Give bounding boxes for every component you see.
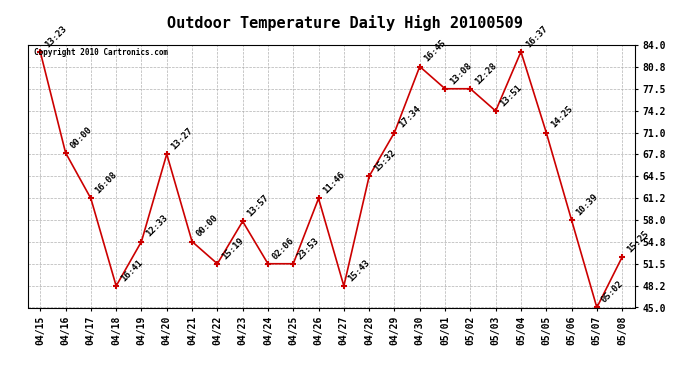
Text: Outdoor Temperature Daily High 20100509: Outdoor Temperature Daily High 20100509 bbox=[167, 15, 523, 31]
Text: 16:45: 16:45 bbox=[422, 38, 448, 64]
Text: 13:23: 13:23 bbox=[43, 24, 68, 49]
Text: 15:19: 15:19 bbox=[220, 236, 246, 261]
Text: 15:25: 15:25 bbox=[625, 229, 650, 254]
Text: 13:27: 13:27 bbox=[170, 126, 195, 151]
Text: 13:08: 13:08 bbox=[448, 61, 473, 86]
Text: 00:00: 00:00 bbox=[68, 124, 94, 150]
Text: 16:37: 16:37 bbox=[524, 24, 549, 49]
Text: 11:46: 11:46 bbox=[322, 170, 346, 196]
Text: 17:34: 17:34 bbox=[397, 104, 422, 130]
Text: 13:51: 13:51 bbox=[498, 83, 524, 108]
Text: 02:06: 02:06 bbox=[270, 236, 296, 261]
Text: 14:25: 14:25 bbox=[549, 104, 574, 130]
Text: 12:33: 12:33 bbox=[144, 213, 170, 239]
Text: Copyright 2010 Cartronics.com: Copyright 2010 Cartronics.com bbox=[34, 48, 168, 57]
Text: 15:43: 15:43 bbox=[346, 258, 372, 283]
Text: 13:57: 13:57 bbox=[246, 193, 270, 219]
Text: 16:41: 16:41 bbox=[119, 258, 144, 283]
Text: 23:53: 23:53 bbox=[296, 236, 322, 261]
Text: 16:08: 16:08 bbox=[94, 170, 119, 196]
Text: 15:32: 15:32 bbox=[372, 148, 397, 174]
Text: 10:39: 10:39 bbox=[574, 192, 600, 217]
Text: 12:28: 12:28 bbox=[473, 61, 498, 86]
Text: 05:02: 05:02 bbox=[600, 279, 625, 305]
Text: 00:00: 00:00 bbox=[195, 213, 220, 239]
